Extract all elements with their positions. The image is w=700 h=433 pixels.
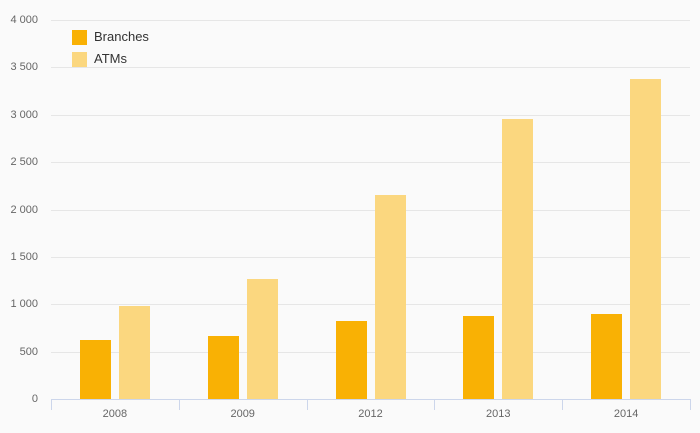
y-axis-label: 1 000 — [10, 298, 38, 311]
axis-tick — [434, 400, 435, 410]
legend: Branches ATMs — [72, 29, 149, 73]
x-axis-line — [51, 399, 691, 400]
bar-branches-2013[interactable] — [463, 316, 494, 399]
axis-tick — [562, 400, 563, 410]
legend-swatch-branches-icon — [72, 29, 87, 45]
y-axis-label: 500 — [19, 345, 38, 358]
legend-label-atms: ATMs — [94, 51, 127, 66]
gridline — [51, 67, 690, 69]
gridline — [51, 162, 690, 164]
bar-branches-2008[interactable] — [80, 339, 111, 399]
x-axis-label: 2008 — [102, 408, 128, 420]
legend-swatch-atms-icon — [72, 51, 87, 67]
axis-tick — [179, 400, 180, 410]
axis-tick — [690, 400, 691, 410]
y-axis-label: 1 500 — [10, 250, 38, 263]
bar-atms-2009[interactable] — [247, 278, 278, 399]
gridline — [51, 114, 690, 116]
bar-branches-2014[interactable] — [591, 314, 622, 399]
axis-tick — [307, 400, 308, 410]
bar-branches-2009[interactable] — [208, 335, 239, 399]
axis-tick — [51, 400, 52, 410]
y-axis-label: 3 000 — [10, 108, 38, 121]
y-axis-label: 0 — [31, 393, 38, 405]
bar-atms-2014[interactable] — [630, 78, 661, 399]
legend-item-branches[interactable]: Branches — [72, 29, 149, 45]
x-axis-label: 2013 — [486, 408, 511, 420]
bar-atms-2013[interactable] — [502, 119, 533, 399]
y-axis-label: 2 000 — [10, 203, 38, 216]
x-axis-label: 2012 — [358, 408, 383, 420]
legend-item-atms[interactable]: ATMs — [72, 51, 149, 67]
bar-atms-2012[interactable] — [375, 194, 406, 399]
gridline — [51, 20, 690, 21]
gridline — [51, 209, 690, 211]
gridline — [51, 351, 690, 353]
y-axis-label: 4 000 — [10, 14, 38, 26]
x-axis-label: 2009 — [230, 408, 255, 420]
gridline — [51, 304, 690, 306]
bar-atms-2008[interactable] — [119, 305, 150, 399]
x-axis-label: 2014 — [613, 408, 639, 420]
legend-label-branches: Branches — [94, 29, 149, 44]
y-axis-label: 2 500 — [10, 156, 38, 169]
bar-branches-2012[interactable] — [336, 321, 367, 399]
y-axis-label: 3 500 — [10, 61, 38, 74]
gridline — [51, 256, 690, 258]
